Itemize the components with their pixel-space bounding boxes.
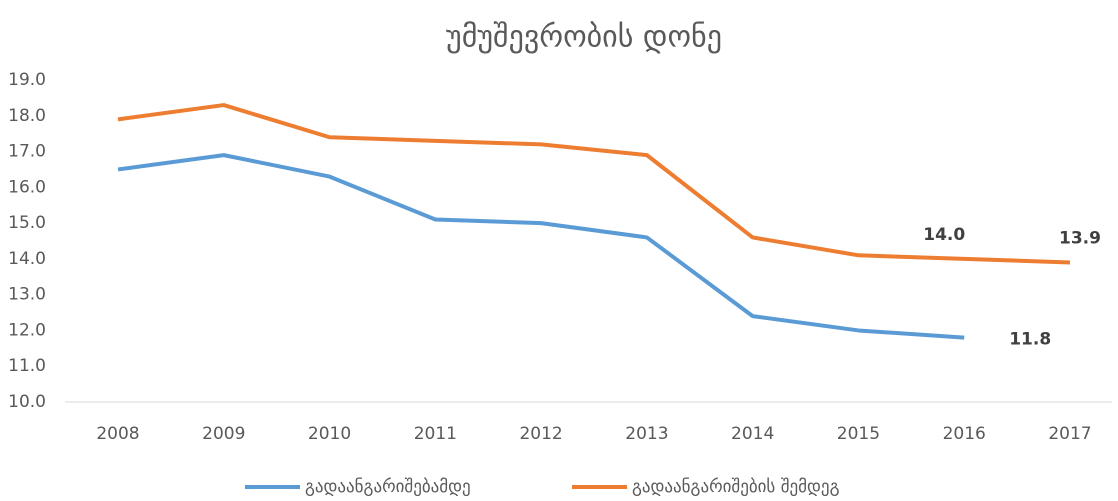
x-tick-label: 2009 xyxy=(202,424,245,444)
y-tick-label: 15.0 xyxy=(8,213,46,233)
x-tick-label: 2013 xyxy=(625,424,668,444)
series-line xyxy=(117,153,965,340)
data-label: 13.9 xyxy=(1059,228,1101,248)
legend-label: გადაანგარიშების შემდეგ xyxy=(632,477,840,497)
chart-title: უმუშევრობის დონე xyxy=(446,20,722,55)
data-label: 14.0 xyxy=(923,225,965,245)
y-tick-label: 18.0 xyxy=(8,106,46,126)
legend-label: გადაანგარიშებამდე xyxy=(305,477,471,497)
x-tick-label: 2008 xyxy=(96,424,139,444)
series-line xyxy=(117,103,1071,265)
data-label: 11.8 xyxy=(1009,330,1051,350)
x-tick-label: 2011 xyxy=(414,424,457,444)
x-tick-label: 2015 xyxy=(837,424,880,444)
y-tick-label: 10.0 xyxy=(8,392,46,412)
y-tick-label: 12.0 xyxy=(8,320,46,340)
y-tick-label: 19.0 xyxy=(8,70,46,90)
y-tick-label: 16.0 xyxy=(8,177,46,197)
x-tick-label: 2012 xyxy=(519,424,562,444)
x-tick-label: 2017 xyxy=(1048,424,1091,444)
y-tick-label: 13.0 xyxy=(8,285,46,305)
x-tick-label: 2010 xyxy=(308,424,351,444)
y-tick-label: 11.0 xyxy=(8,356,46,376)
y-tick-label: 17.0 xyxy=(8,142,46,162)
x-tick-label: 2014 xyxy=(731,424,774,444)
y-tick-label: 14.0 xyxy=(8,249,46,269)
x-tick-label: 2016 xyxy=(943,424,986,444)
